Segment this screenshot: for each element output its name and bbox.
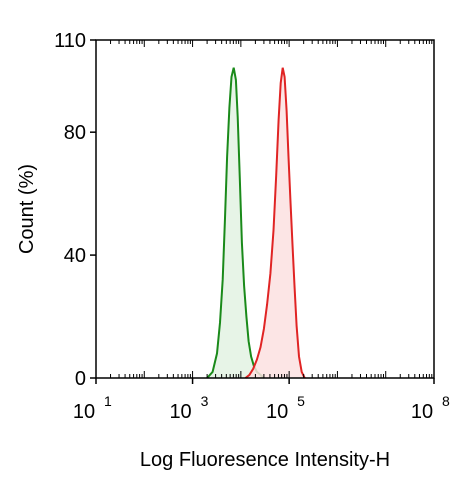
series-1-area xyxy=(245,67,305,378)
x-tick-exponent: 1 xyxy=(104,393,112,409)
x-tick-exponent: 3 xyxy=(201,393,209,409)
x-tick-label: 10 xyxy=(266,401,288,423)
series-1-line xyxy=(244,67,306,379)
x-axis-title: Log Fluoresence Intensity-H xyxy=(140,449,390,471)
x-tick-label: 10 xyxy=(411,401,433,423)
x-tick-label: 10 xyxy=(169,401,191,423)
plot-frame xyxy=(95,39,435,379)
x-tick-label: 10 xyxy=(73,401,95,423)
y-axis-ticks: 0 40 80 110 xyxy=(54,30,96,390)
y-tick-label: 0 xyxy=(75,368,86,390)
series-0-area xyxy=(207,67,264,378)
series-layer xyxy=(206,67,306,379)
y-tick-label: 110 xyxy=(54,30,86,52)
minor-ticks xyxy=(95,40,433,378)
x-axis-ticks: 10 1 10 3 10 5 10 8 xyxy=(73,378,450,423)
y-tick-label: 40 xyxy=(64,245,86,267)
y-axis-title: Count (%) xyxy=(16,164,38,254)
x-tick-exponent: 5 xyxy=(297,393,305,409)
x-tick-exponent: 8 xyxy=(442,393,450,409)
y-tick-label: 80 xyxy=(64,122,86,144)
series-0-line xyxy=(206,67,265,379)
